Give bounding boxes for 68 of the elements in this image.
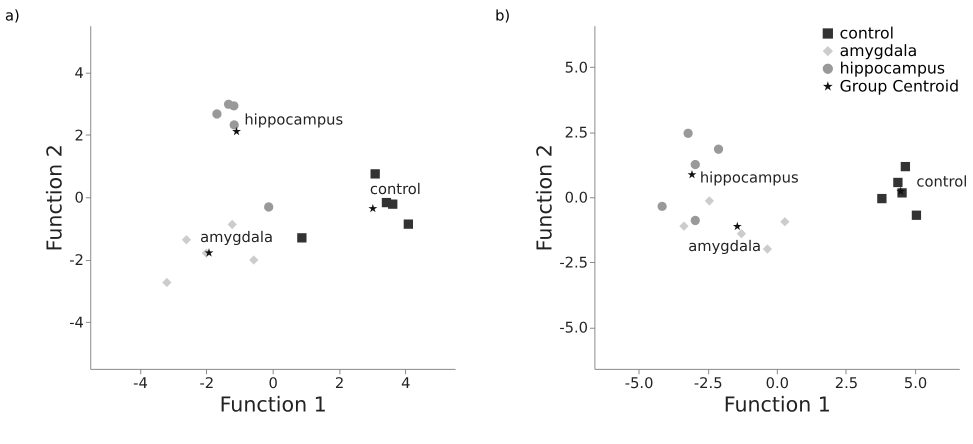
point (690, 160, 700, 170)
chart-title: a) (4, 8, 20, 25)
x-axis-title: Function 1 (220, 392, 327, 417)
point (683, 128, 693, 138)
x-tick-label: 0 (268, 375, 278, 392)
annotation: amygdala (688, 238, 762, 255)
point (877, 194, 887, 204)
point (762, 244, 772, 254)
point (264, 202, 274, 212)
y-tick-label: -2.5 (559, 254, 588, 272)
point (736, 229, 746, 238)
annotation: hippocampus (700, 170, 799, 187)
y-tick-label: -5.0 (559, 320, 588, 337)
point (232, 126, 241, 136)
point (230, 120, 239, 130)
x-tick-label: -5.0 (624, 375, 654, 392)
x-tick-label: 2.5 (834, 375, 858, 392)
legend-label: control (840, 23, 894, 42)
x-tick-label: -4 (133, 375, 148, 392)
point (229, 101, 239, 110)
point (690, 216, 700, 226)
x-tick-label: 0.0 (766, 375, 790, 392)
y-tick-label: 2.5 (564, 124, 588, 142)
point (704, 196, 714, 206)
point (249, 255, 258, 265)
y-tick-label: 5.0 (564, 60, 588, 77)
point (368, 204, 378, 212)
x-tick-label: -2 (199, 375, 214, 392)
x-tick-label: 4 (401, 375, 411, 392)
x-tick-label: 2 (334, 375, 344, 392)
point (657, 202, 667, 212)
point (893, 178, 903, 188)
x-axis-title: Function 1 (724, 392, 831, 417)
point (896, 186, 906, 196)
y-tick-label: -4 (69, 314, 84, 332)
point (162, 278, 172, 288)
y-tick-label: 4 (74, 64, 84, 82)
y-axis-title: Function 2 (42, 144, 66, 252)
chart-title: b) (495, 8, 510, 25)
point (212, 109, 222, 119)
annotation: amygdala (200, 229, 273, 246)
point (404, 219, 413, 229)
point (780, 217, 790, 226)
y-axis-title: Function 2 (532, 144, 556, 252)
point (228, 220, 237, 230)
point (370, 169, 380, 179)
annotation: control (916, 173, 968, 190)
annotation: hippocampus (244, 112, 344, 129)
point (714, 144, 724, 154)
point (388, 200, 398, 209)
point (204, 248, 214, 257)
y-tick-label: 0 (74, 190, 84, 207)
x-tick-label: 5.0 (904, 375, 928, 392)
point (912, 210, 922, 220)
point (679, 222, 689, 231)
y-tick-label: -2 (69, 252, 84, 270)
legend-label: amygdala (840, 41, 918, 60)
point (732, 222, 742, 230)
legend-label: Group Centroid (840, 76, 960, 96)
point (297, 233, 307, 243)
point (182, 235, 192, 244)
point (688, 170, 696, 178)
y-tick-label: 2 (74, 127, 84, 144)
x-tick-label: -2.5 (694, 375, 723, 392)
legend-label: hippocampus (840, 58, 946, 78)
annotation: control (370, 180, 421, 198)
y-tick-label: 0.0 (564, 190, 588, 207)
point (900, 162, 910, 172)
